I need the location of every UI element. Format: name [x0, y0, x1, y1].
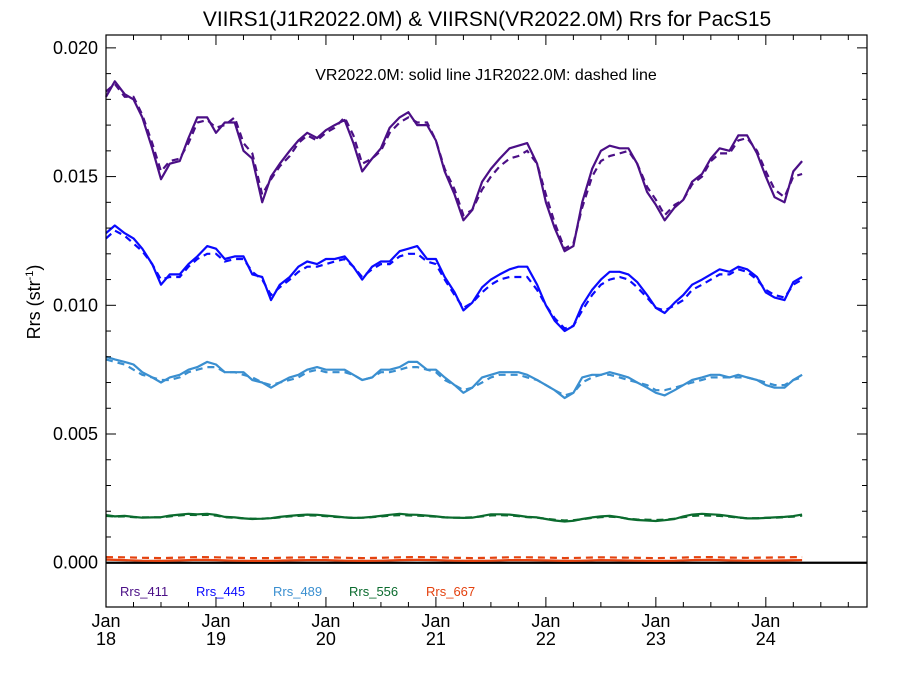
y-tick-label: 0.005: [53, 424, 98, 444]
series-Rrs_411: [105, 80, 803, 253]
legend-item-Rrs_411: Rrs_411: [120, 584, 168, 599]
legend: Rrs_411 Rrs_445 Rrs_489 Rrs_556 Rrs_667: [120, 584, 475, 599]
plot-frame: [105, 34, 868, 608]
y-axis-label-close: ): [24, 265, 44, 271]
y-tick-label: 0.000: [53, 553, 98, 573]
plot-area: 0.0000.0050.0100.0150.020Jan18Jan19Jan20…: [53, 34, 868, 649]
y-tick-label: 0.015: [53, 167, 98, 187]
series-Rrs_667: [105, 555, 803, 563]
x-tick-label-year: 20: [316, 629, 336, 649]
x-tick-label-month: Jan: [751, 611, 780, 631]
series-line-solid-Rrs_667: [105, 558, 803, 563]
series-line-dashed-Rrs_489: [105, 358, 803, 397]
y-axis-label-superscript: -1: [24, 271, 36, 281]
series-line-solid-Rrs_445: [105, 224, 803, 333]
x-tick-label-month: Jan: [421, 611, 450, 631]
legend-item-Rrs_445: Rrs_445: [196, 584, 245, 599]
x-tick-label-year: 24: [756, 629, 776, 649]
series-Rrs_556: [105, 512, 803, 523]
series-Rrs_489: [105, 355, 803, 400]
chart-title: VIIRS1(J1R2022.0M) & VIIRSN(VR2022.0M) R…: [203, 8, 771, 31]
y-tick-label: 0.010: [53, 295, 98, 315]
legend-item-Rrs_667: Rrs_667: [426, 584, 475, 599]
x-tick-label-year: 23: [646, 629, 666, 649]
series-line-dashed-Rrs_411: [105, 82, 803, 251]
legend-item-Rrs_489: Rrs_489: [273, 584, 322, 599]
x-tick-label-month: Jan: [201, 611, 230, 631]
y-axis-label: Rrs (str-1): [24, 265, 44, 340]
y-axis-label-text: Rrs (str: [24, 280, 44, 339]
x-tick-label-year: 22: [536, 629, 556, 649]
legend-item-Rrs_556: Rrs_556: [349, 584, 398, 599]
y-tick-label: 0.020: [53, 38, 98, 58]
series-line-dashed-Rrs_667: [105, 555, 803, 560]
x-tick-label-month: Jan: [91, 611, 120, 631]
x-tick-label-year: 21: [426, 629, 446, 649]
x-tick-label-year: 19: [206, 629, 226, 649]
x-tick-label-month: Jan: [531, 611, 560, 631]
x-tick-label-month: Jan: [641, 611, 670, 631]
series-line-dashed-Rrs_556: [105, 513, 803, 522]
line-style-annotation: VR2022.0M: solid line J1R2022.0M: dashed…: [315, 67, 657, 84]
x-tick-label-month: Jan: [311, 611, 340, 631]
series-Rrs_445: [105, 224, 803, 333]
x-tick-label-year: 18: [96, 629, 116, 649]
